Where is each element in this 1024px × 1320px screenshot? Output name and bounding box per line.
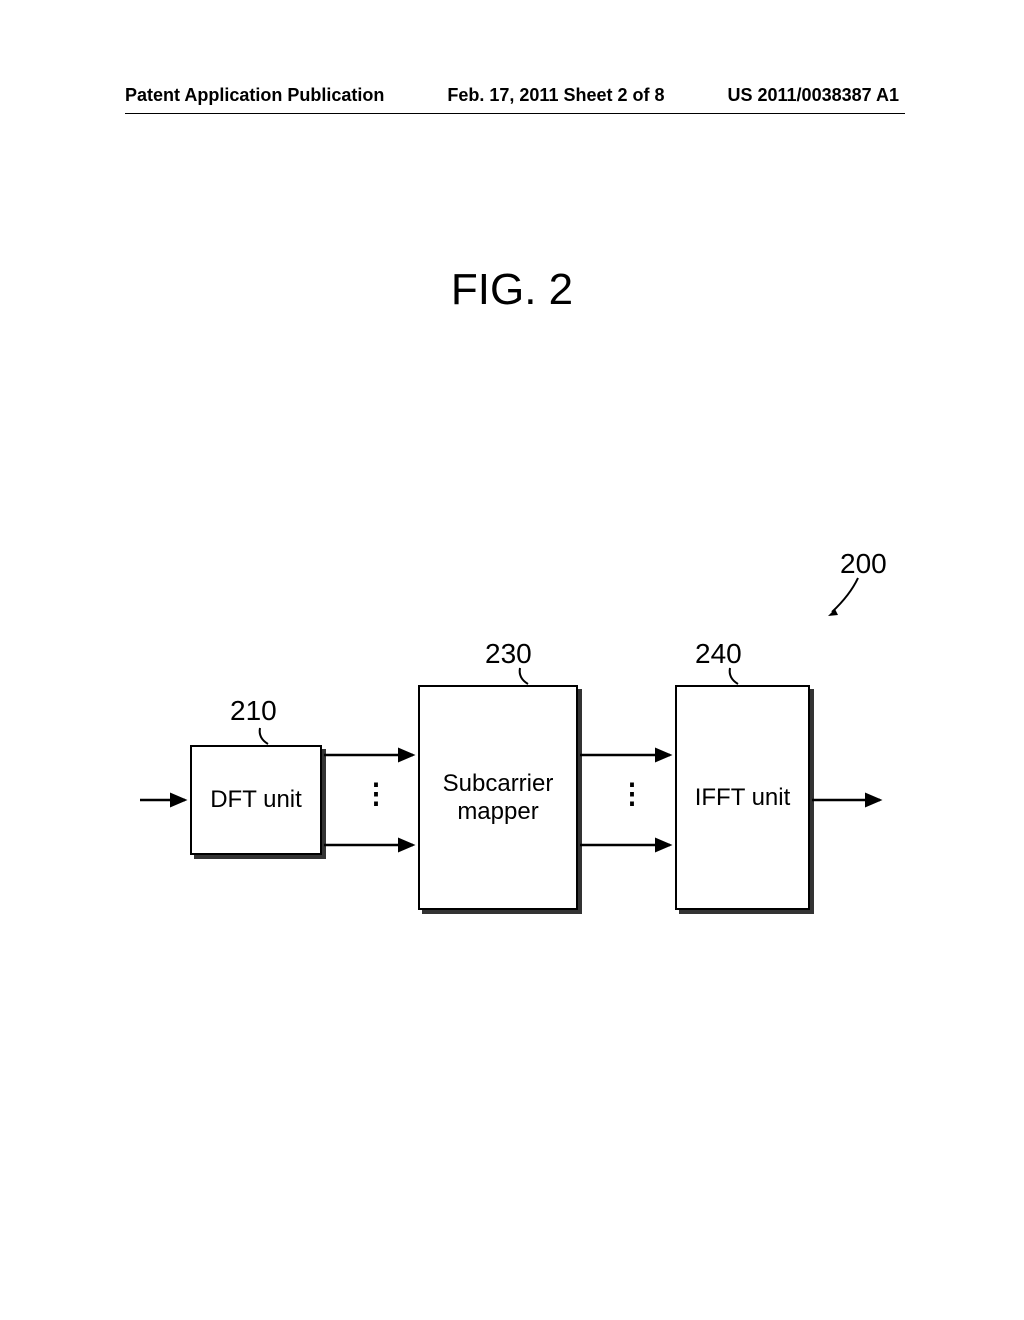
block-diagram: 200 210 230 240 DFT unit Subcarrier mapp… [0,540,1024,960]
figure-title: FIG. 2 [0,265,1024,315]
diagram-overlay [0,540,1024,960]
header-center: Feb. 17, 2011 Sheet 2 of 8 [447,85,664,106]
header-rule [125,113,905,114]
page-header: Patent Application Publication Feb. 17, … [0,85,1024,106]
header-left: Patent Application Publication [125,85,384,106]
header-right: US 2011/0038387 A1 [728,85,899,106]
